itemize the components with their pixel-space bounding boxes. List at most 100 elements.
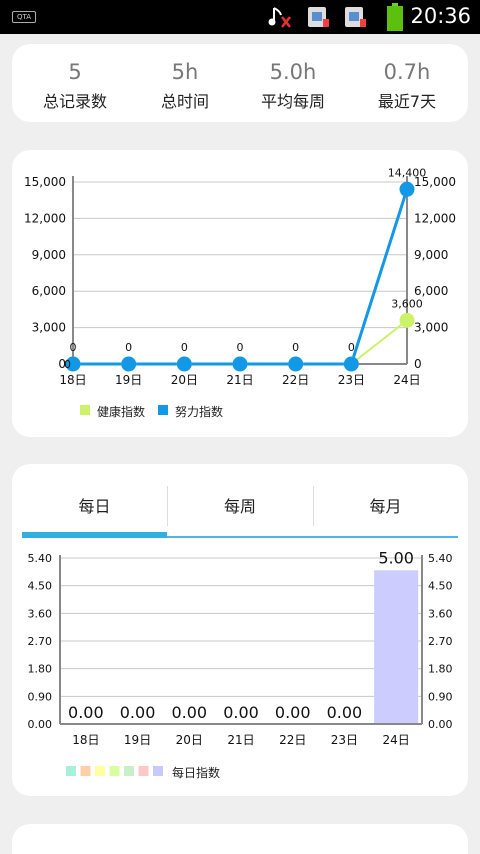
legend-label: 健康指数 [97,404,145,419]
tab-indicator [167,536,313,538]
tab-divider [167,486,168,526]
y-tick-label-left: 9,000 [32,248,66,262]
stat-value: 5h [171,60,199,84]
x-tick-label: 19日 [115,373,142,387]
y-tick-label-right: 0.00 [428,718,453,731]
x-tick-label: 20日 [171,373,198,387]
legend-swatch [80,405,90,415]
x-tick-label: 18日 [59,373,86,387]
legend-label: 每日指数 [172,765,220,780]
y-tick-label-left: 1.80 [28,663,53,676]
x-tick-label: 21日 [227,733,254,747]
point-value-label: 0 [237,341,244,354]
legend-label: 努力指数 [175,404,223,419]
y-tick-label-left: 0.90 [28,690,53,703]
bar-value-label: 0.00 [327,703,363,722]
bar-value-label: 0.00 [223,703,259,722]
tab-monthly[interactable]: 每月 [313,486,458,538]
y-tick-label-left: 0.00 [28,718,53,731]
y-tick-label-right: 4.50 [428,580,453,593]
stat-total-records: 5 总记录数 [20,60,130,112]
tab-label: 每月 [369,497,402,516]
tab-indicator [22,532,167,538]
stat-label: 总时间 [160,92,209,111]
next-card [12,824,468,854]
stat-weekly-average: 5.0h 平均每周 [238,60,348,112]
stat-value: 5 [68,60,82,84]
y-tick-label-right: 0.90 [428,690,453,703]
y-tick-label-left: 12,000 [24,211,66,225]
stat-label: 最近7天 [377,92,437,111]
data-point [121,356,137,372]
legend-swatch [158,405,168,415]
y-tick-label-right: 0 [414,357,422,371]
legend-swatch [138,766,149,776]
battery-icon [387,3,403,31]
x-tick-label: 23日 [331,733,358,747]
point-value-label: 0 [181,341,188,354]
y-tick-label-right: 2.70 [428,635,453,648]
bar-chart-card: 每日 每周 每月 5.40 4.50 3.60 2.70 1.80 0.90 0.00 5.… [12,464,468,796]
x-tick-label: 20日 [176,733,203,747]
stat-value: 0.7h [383,60,431,84]
tab-label: 每日 [78,497,111,516]
stat-last-7-days: 0.7h 最近7天 [352,60,462,112]
bar-chart: 5.40 4.50 3.60 2.70 1.80 0.90 0.00 5.40 4.50 3.6… [28,548,453,780]
carrier-badge: QTA [12,11,36,23]
music-muted-icon [268,7,291,28]
bar-value-label: 0.00 [120,703,156,722]
tab-daily[interactable]: 每日 [22,486,167,538]
stat-total-time: 5h 总时间 [130,60,240,112]
tab-divider [313,486,314,526]
y-tick-label-right: 15,000 [414,175,456,189]
x-tick-label: 24日 [393,373,420,387]
tab-indicator [313,536,458,538]
y-tick-label-right: 1.80 [428,663,453,676]
y-tick-label-right: 5.40 [428,552,453,565]
x-tick-label: 19日 [124,733,151,747]
legend-swatch [153,766,163,776]
data-point [288,356,304,372]
y-tick-label-right: 12,000 [414,211,456,225]
legend-swatch [66,766,76,776]
origin-label: 0 [64,358,71,371]
y-tick-label-left: 3,000 [32,321,66,335]
y-tick-label-left: 2.70 [28,635,53,648]
y-tick-label-left: 15,000 [24,175,66,189]
point-value-label: 3,600 [391,297,423,310]
bar-value-label: 0.00 [171,703,207,722]
legend-swatch [95,766,105,776]
y-tick-label-left: 6,000 [32,284,66,298]
y-tick-label-right: 3.60 [428,607,453,620]
status-bar: QTA 20:36 [0,0,480,34]
point-value-label: 0 [292,341,299,354]
data-point [232,356,248,372]
point-value-label: 0 [70,341,77,354]
line-chart-card: 15,000 12,000 9,000 6,000 3,000 0 15,000 12,00… [12,150,468,437]
y-tick-label-left: 0 [58,357,66,371]
y-tick-label-left: 5.40 [28,552,53,565]
point-value-label: 14,400 [388,166,427,179]
y-tick-label-right: 3,000 [414,321,448,335]
data-point [65,356,81,372]
stats-card: 5 总记录数 5h 总时间 5.0h 平均每周 0.7h 最近7天 [12,44,468,122]
data-point [176,356,192,372]
legend-swatch [124,766,134,776]
y-tick-label-right: 6,000 [414,284,448,298]
legend-swatch [80,766,91,776]
tab-weekly[interactable]: 每周 [167,486,313,538]
x-tick-label: 23日 [338,373,365,387]
x-tick-label: 18日 [72,733,99,747]
data-point [399,312,415,328]
line-chart: 15,000 12,000 9,000 6,000 3,000 0 15,000 12,00… [24,166,456,419]
point-value-label: 0 [348,341,355,354]
point-value-label: 0 [125,341,132,354]
sim1-icon [308,7,329,27]
bar-value-label: 5.00 [378,548,414,567]
bar-value-label: 0.00 [68,703,104,722]
x-tick-label: 24日 [383,733,410,747]
y-tick-label-left: 3.60 [28,607,53,620]
y-tick-label-right: 9,000 [414,248,448,262]
bar-value-label: 0.00 [275,703,311,722]
data-point [343,356,359,372]
